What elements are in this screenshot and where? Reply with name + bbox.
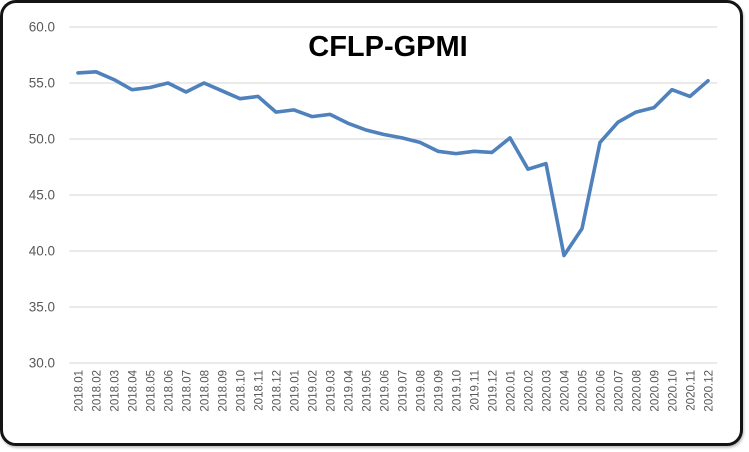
x-tick-label: 2020.03: [542, 370, 554, 412]
line-chart: 60.055.050.045.040.035.030.0 2018.01 2018…: [29, 20, 717, 412]
x-tick-label: 2020.08: [632, 370, 644, 412]
y-axis-tick-labels: 60.0 55.0 50.0 45.0 40.0 35.0 30.0: [29, 20, 55, 371]
x-tick-label: 2019.03: [326, 370, 338, 412]
x-tick-label: 2018.04: [128, 369, 140, 411]
gridlines-group: [69, 26, 717, 364]
x-tick-label: 2019.12: [488, 370, 500, 412]
x-tick-label: 2018.05: [146, 370, 158, 412]
x-tick-label: 2018.03: [110, 370, 122, 412]
x-tick-label: 2019.02: [308, 370, 320, 412]
x-tick-label: 2020.09: [650, 370, 662, 412]
x-tick-label: 2018.11: [254, 370, 266, 411]
y-tick-label: 30.0: [29, 356, 55, 371]
x-tick-label: 2018.02: [92, 370, 104, 412]
x-tick-label: 2019.04: [344, 369, 356, 411]
y-tick-label: 60.0: [29, 20, 55, 35]
x-tick-label: 2019.01: [290, 370, 302, 412]
x-tick-label: 2020.05: [578, 370, 590, 412]
chart-window: 60.0 55.0 50.0 45.0 40.0 35.0 30.0 2018.01 2018…: [0, 0, 743, 446]
x-tick-label: 2018.06: [164, 370, 176, 412]
x-tick-label: 2018.10: [236, 370, 248, 412]
y-tick-label: 45.0: [29, 188, 55, 203]
x-tick-label: 2020.11: [686, 370, 698, 411]
x-tick-label: 2019.10: [452, 370, 464, 412]
x-tick-label: 2020.06: [596, 370, 608, 412]
x-tick-label: 2018.12: [272, 370, 284, 412]
y-tick-label: 35.0: [29, 300, 55, 315]
y-tick-label: 40.0: [29, 244, 55, 259]
x-axis-tick-labels: 2018.01 2018.02 2018.03 2018.04 2018.05 2018.…: [74, 369, 716, 411]
x-tick-label: 2020.01: [506, 370, 518, 412]
data-series-group: [76, 70, 710, 258]
x-tick-label: 2020.10: [668, 370, 680, 412]
x-tick-label: 2018.01: [74, 370, 86, 412]
x-tick-label: 2019.05: [362, 370, 374, 412]
x-tick-label: 2019.07: [398, 370, 410, 412]
x-tick-label: 2018.09: [218, 370, 230, 412]
data-series-line: [76, 70, 710, 258]
x-tick-label: 2019.06: [380, 370, 392, 412]
x-tick-label: 2020.07: [614, 370, 626, 412]
chart-title: CFLP-GPMI: [308, 31, 468, 63]
y-tick-label: 55.0: [29, 76, 55, 91]
x-tick-label: 2020.12: [704, 370, 716, 412]
x-tick-label: 2019.08: [416, 370, 428, 412]
y-tick-label: 50.0: [29, 132, 55, 147]
x-tick-label: 2019.09: [434, 370, 446, 412]
x-tick-label: 2018.07: [182, 370, 194, 412]
x-tick-label: 2018.08: [200, 370, 212, 412]
x-tick-label: 2020.04: [560, 369, 572, 411]
x-tick-label: 2020.02: [524, 370, 536, 412]
x-tick-label: 2019.11: [470, 370, 482, 411]
